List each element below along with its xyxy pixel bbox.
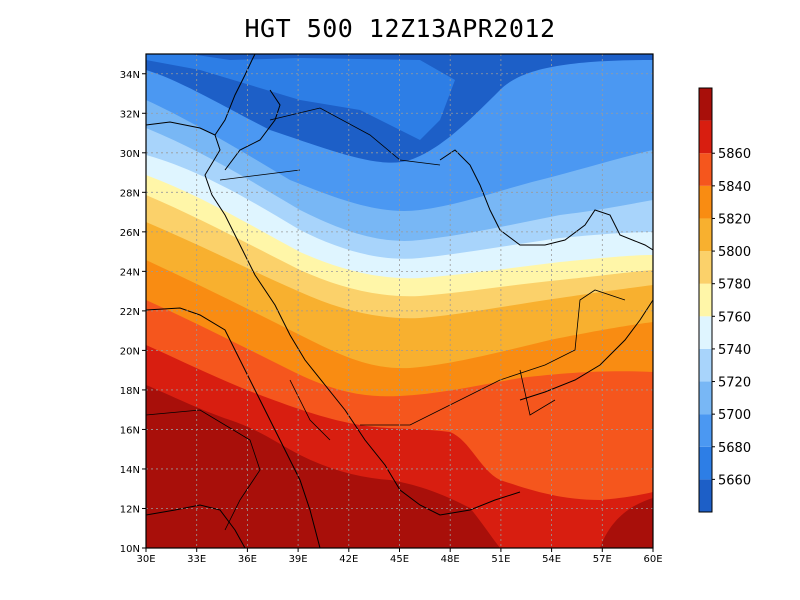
lon-tick-label: 60E <box>643 554 662 565</box>
colorbar-swatch <box>699 316 712 349</box>
colorbar-swatch <box>699 185 712 219</box>
colorbar-swatch <box>699 88 712 121</box>
lat-tick-label: 12N <box>120 504 140 515</box>
band-5900-east <box>600 498 653 548</box>
lat-tick-label: 20N <box>120 346 140 357</box>
colorbar: 5660 5680 5700 5720 5740 5760 5780 5800 5820 5840… <box>698 87 751 513</box>
colorbar-swatch <box>699 479 712 512</box>
lon-tick-label: 36E <box>238 554 257 565</box>
lat-tick-label: 28N <box>120 188 140 199</box>
lon-tick-label: 48E <box>441 554 460 565</box>
colorbar-label: 5700 <box>718 408 751 423</box>
colorbar-label: 5800 <box>718 245 751 260</box>
lon-tick-label: 57E <box>593 554 612 565</box>
borders <box>146 107 626 531</box>
lat-tick-label: 16N <box>120 425 140 436</box>
latitude-axis: 10N 12N 14N 16N 18N 20N 22N 24N 26N 28N 30N 32N 34N <box>120 70 146 555</box>
coastlines <box>146 54 653 548</box>
colorbar-label: 5680 <box>718 441 751 456</box>
lat-tick-label: 34N <box>120 70 140 81</box>
band-5900 <box>146 385 500 548</box>
colorbar-swatch <box>699 446 712 480</box>
longitude-axis: 30E 33E 36E 39E 42E 45E 48E 51E 54E 57E 60E <box>136 548 663 565</box>
band-5680 <box>146 54 455 140</box>
lon-tick-label: 42E <box>339 554 358 565</box>
colorbar-label: 5840 <box>718 180 751 195</box>
colorbar-label: 5740 <box>718 343 751 358</box>
colorbar-label: 5780 <box>718 278 751 293</box>
filled-contours <box>146 54 653 548</box>
lat-tick-label: 32N <box>120 109 140 120</box>
lon-tick-label: 39E <box>289 554 308 565</box>
lat-tick-label: 10N <box>120 544 140 555</box>
lat-tick-label: 14N <box>120 465 140 476</box>
lat-tick-label: 24N <box>120 267 140 278</box>
colorbar-label: 5660 <box>718 473 751 488</box>
lat-tick-label: 26N <box>120 228 140 239</box>
colorbar-label: 5820 <box>718 212 751 227</box>
lon-tick-label: 33E <box>187 554 206 565</box>
lat-tick-label: 30N <box>120 149 140 160</box>
colorbar-swatch <box>699 218 712 252</box>
colorbar-label: 5720 <box>718 376 751 391</box>
colorbar-swatch <box>699 120 712 154</box>
lon-tick-label: 51E <box>491 554 510 565</box>
lon-tick-label: 54E <box>542 554 561 565</box>
colorbar-swatch <box>699 381 712 415</box>
lon-tick-label: 45E <box>390 554 409 565</box>
colorbar-label: 5860 <box>718 147 751 162</box>
colorbar-label: 5760 <box>718 310 751 325</box>
colorbar-swatch <box>699 283 712 317</box>
map-title: HGT 500 12Z13APR2012 <box>244 14 556 43</box>
lat-tick-label: 22N <box>120 307 140 318</box>
colorbar-swatch <box>699 251 712 284</box>
colorbar-swatch <box>699 153 712 186</box>
lat-tick-label: 18N <box>120 386 140 397</box>
colorbar-frame <box>698 87 713 513</box>
lon-tick-label: 30E <box>136 554 155 565</box>
colorbar-swatch <box>699 348 712 382</box>
map-grid <box>146 54 653 548</box>
colorbar-swatch <box>699 414 712 447</box>
